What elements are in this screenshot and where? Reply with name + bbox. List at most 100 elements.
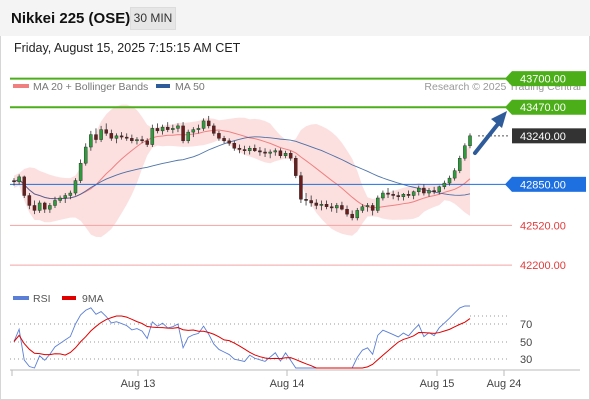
- current-price-label: 43240.00: [520, 131, 566, 143]
- timeframe-button[interactable]: 30 MIN: [130, 7, 176, 30]
- candle-body: [160, 126, 165, 132]
- candle-body: [237, 148, 242, 150]
- candle-body: [53, 200, 57, 206]
- candle-body: [355, 210, 360, 219]
- candle-body: [314, 202, 319, 206]
- candle-body: [340, 205, 344, 210]
- candle-body: [78, 162, 83, 181]
- candle-body: [258, 150, 262, 153]
- candle-body: [37, 202, 42, 211]
- bollinger-band: [14, 104, 470, 238]
- candle-body: [150, 128, 155, 145]
- candle-body: [463, 145, 467, 159]
- target-level-badge: [512, 71, 586, 87]
- target-level-label: 43470.00: [520, 102, 566, 114]
- candle-body: [201, 120, 206, 129]
- candle-body: [452, 170, 457, 179]
- candle-body: [196, 128, 201, 130]
- candle-body: [437, 186, 441, 192]
- candle-body: [140, 139, 144, 142]
- candle-body: [176, 125, 180, 129]
- instrument-title: Nikkei 225 (OSE): [11, 10, 131, 27]
- candle-body: [145, 140, 149, 145]
- ma20-legend-label: MA 20 + Bollinger Bands: [33, 81, 148, 93]
- x-tick-aug15: Aug 15: [420, 378, 455, 390]
- candle-body: [83, 146, 88, 164]
- candle-body: [365, 205, 370, 207]
- candle-body: [58, 197, 62, 201]
- candle-body: [73, 180, 78, 194]
- candle-body: [329, 206, 334, 209]
- candle-body: [422, 187, 426, 194]
- support-level-label: 42520.00: [520, 220, 566, 232]
- candle-body: [94, 134, 98, 140]
- chart-header: Nikkei 225 (OSE) 30 MIN: [0, 0, 590, 36]
- candle-body: [63, 195, 67, 199]
- candle-body: [109, 133, 114, 139]
- x-tick-aug14: Aug 14: [270, 378, 305, 390]
- candle-body: [360, 206, 365, 211]
- candle-body: [411, 191, 416, 196]
- candle-body: [191, 129, 196, 133]
- candle-body: [299, 175, 303, 200]
- ma20-legend-swatch: [13, 84, 29, 88]
- candle-body: [165, 126, 170, 130]
- rsi-tick-50: 50: [520, 337, 532, 349]
- candle-body: [181, 125, 185, 142]
- candle-body: [99, 129, 103, 140]
- candle-body: [432, 190, 436, 192]
- candle-body: [32, 205, 37, 211]
- candle-body: [345, 208, 349, 215]
- candle-body: [370, 205, 375, 211]
- candle-body: [68, 192, 73, 196]
- candle-body: [294, 158, 298, 176]
- candle-body: [27, 195, 32, 206]
- candle-body: [186, 131, 190, 142]
- candle-body: [155, 128, 160, 132]
- candle-body: [288, 153, 293, 159]
- projection-arrow: [473, 111, 507, 155]
- candle-body: [427, 190, 431, 194]
- ma20-line: [13, 129, 471, 209]
- candle-body: [268, 151, 272, 154]
- target-level-badge: [512, 99, 586, 115]
- candle-body: [12, 180, 16, 183]
- candle-body: [396, 195, 401, 197]
- ma50-line: [13, 136, 471, 200]
- target-badge-pointer: [505, 99, 512, 115]
- candle-body: [324, 204, 329, 207]
- x-tick-aug13: Aug 13: [121, 378, 156, 390]
- candle-body: [130, 138, 134, 142]
- candle-body: [212, 125, 216, 134]
- pivot-level-badge: [512, 176, 586, 192]
- rsi-ma-legend-label: 9MA: [82, 293, 104, 305]
- candle-body: [89, 134, 93, 148]
- candle-body: [17, 176, 21, 183]
- candle-body: [381, 192, 385, 199]
- candle-body: [114, 135, 119, 139]
- rsi-ma-legend-swatch: [62, 296, 76, 300]
- target-level-label: 43700.00: [520, 74, 566, 86]
- candle-body: [376, 197, 380, 211]
- candle-body: [283, 153, 288, 156]
- candle-body: [417, 187, 421, 192]
- candle-body: [119, 135, 124, 138]
- candle-body: [447, 177, 452, 184]
- chart-timestamp: Friday, August 15, 2025 7:15:15 AM CET: [14, 41, 241, 55]
- candle-body: [401, 194, 406, 197]
- candle-body: [253, 148, 257, 151]
- candle-body: [263, 151, 267, 154]
- candle-body: [227, 140, 231, 144]
- pivot-badge-pointer: [505, 176, 512, 192]
- support-level-label: 42200.00: [520, 260, 566, 272]
- candle-body: [273, 150, 278, 153]
- candle-body: [124, 136, 129, 139]
- candle-body: [319, 204, 324, 206]
- candle-body: [458, 158, 462, 171]
- rsi-legend-label: RSI: [33, 293, 51, 305]
- x-tick-aug24: Aug 24: [487, 378, 522, 390]
- candle-body: [335, 205, 339, 209]
- rsi-tick-30: 30: [520, 354, 532, 366]
- target-badge-pointer: [505, 71, 512, 87]
